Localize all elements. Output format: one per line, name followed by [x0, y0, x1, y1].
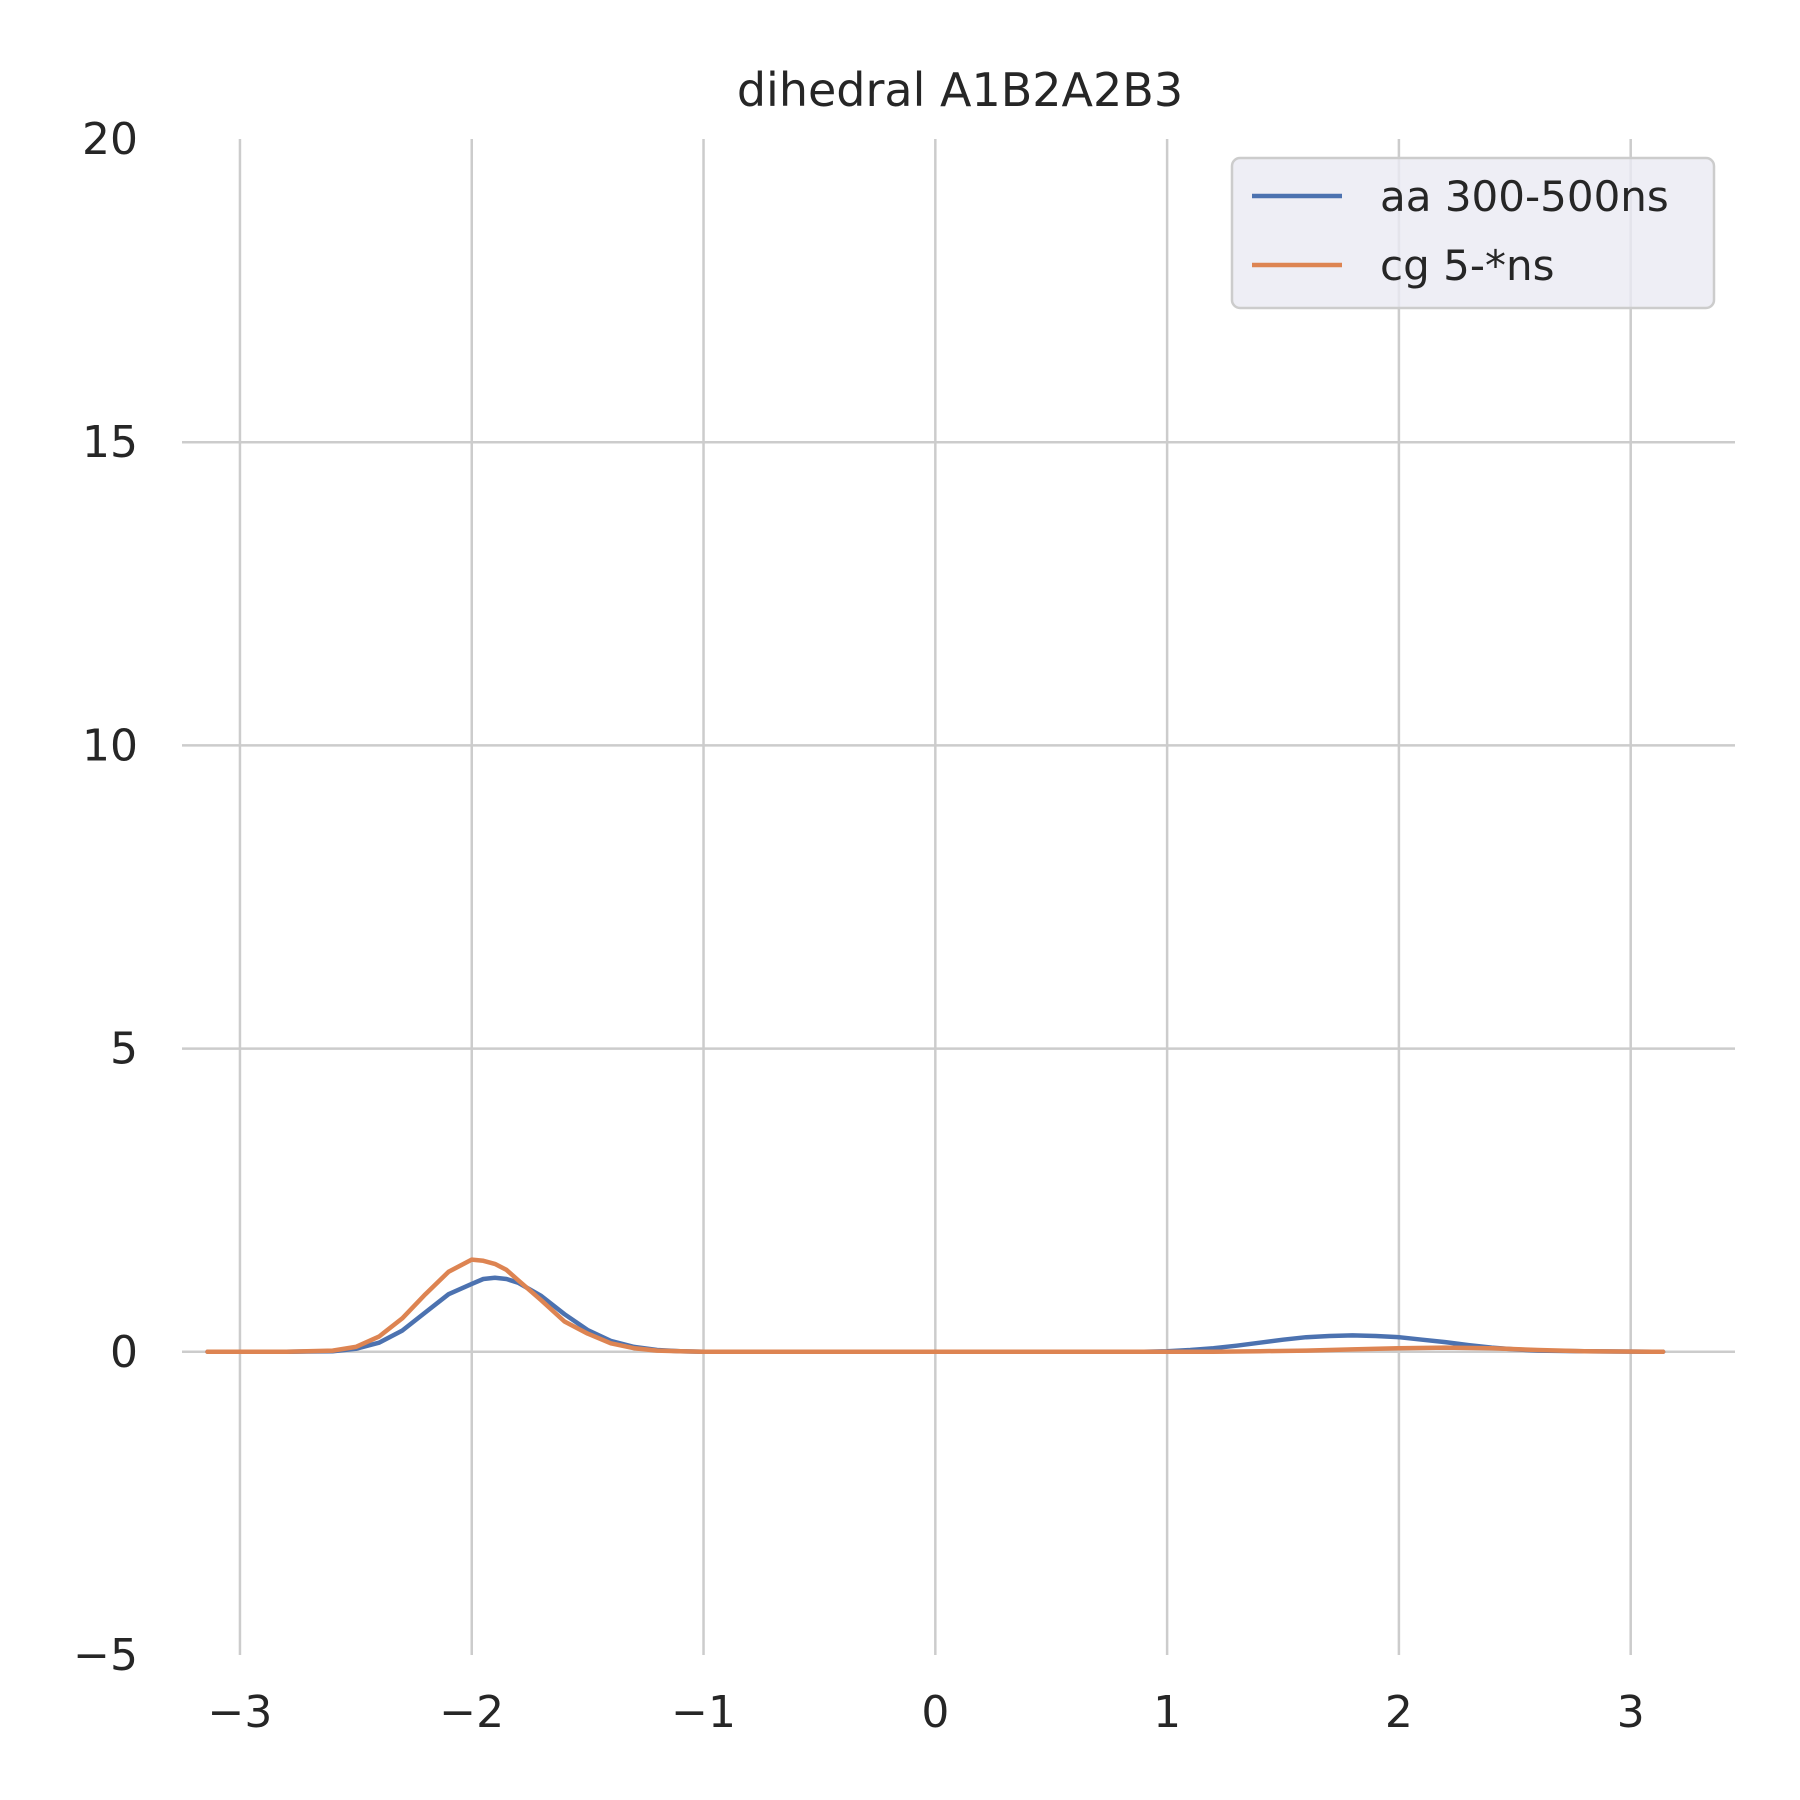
y-tick-label: 15: [82, 417, 138, 468]
chart-title: dihedral A1B2A2B3: [737, 63, 1183, 117]
y-tick-label: −5: [73, 1630, 138, 1681]
legend-label: aa 300-500ns: [1380, 172, 1669, 221]
series-line-cg: [205, 1257, 1666, 1355]
x-tick-label: 3: [1617, 1687, 1645, 1738]
grid: [182, 139, 1735, 1655]
x-tick-label: 0: [921, 1687, 949, 1738]
x-tick-label: −1: [671, 1687, 736, 1738]
x-tick-label: −3: [208, 1687, 273, 1738]
y-axis-ticks: −5 0 5 10 15 20: [73, 114, 138, 1681]
y-tick-label: 10: [82, 720, 138, 771]
x-axis-ticks: −3 −2 −1 0 1 2 3: [208, 1687, 1645, 1738]
legend-label: cg 5-*ns: [1380, 241, 1554, 290]
y-tick-label: 5: [110, 1024, 138, 1075]
y-tick-label: 0: [110, 1327, 138, 1378]
x-tick-label: 1: [1153, 1687, 1181, 1738]
legend-box: [1230, 156, 1716, 310]
series-lines: [205, 1257, 1666, 1355]
x-tick-label: 2: [1385, 1687, 1413, 1738]
x-tick-label: −2: [439, 1687, 504, 1738]
legend: aa 300-500ns cg 5-*ns: [1230, 156, 1716, 310]
y-tick-label: 20: [82, 114, 138, 165]
